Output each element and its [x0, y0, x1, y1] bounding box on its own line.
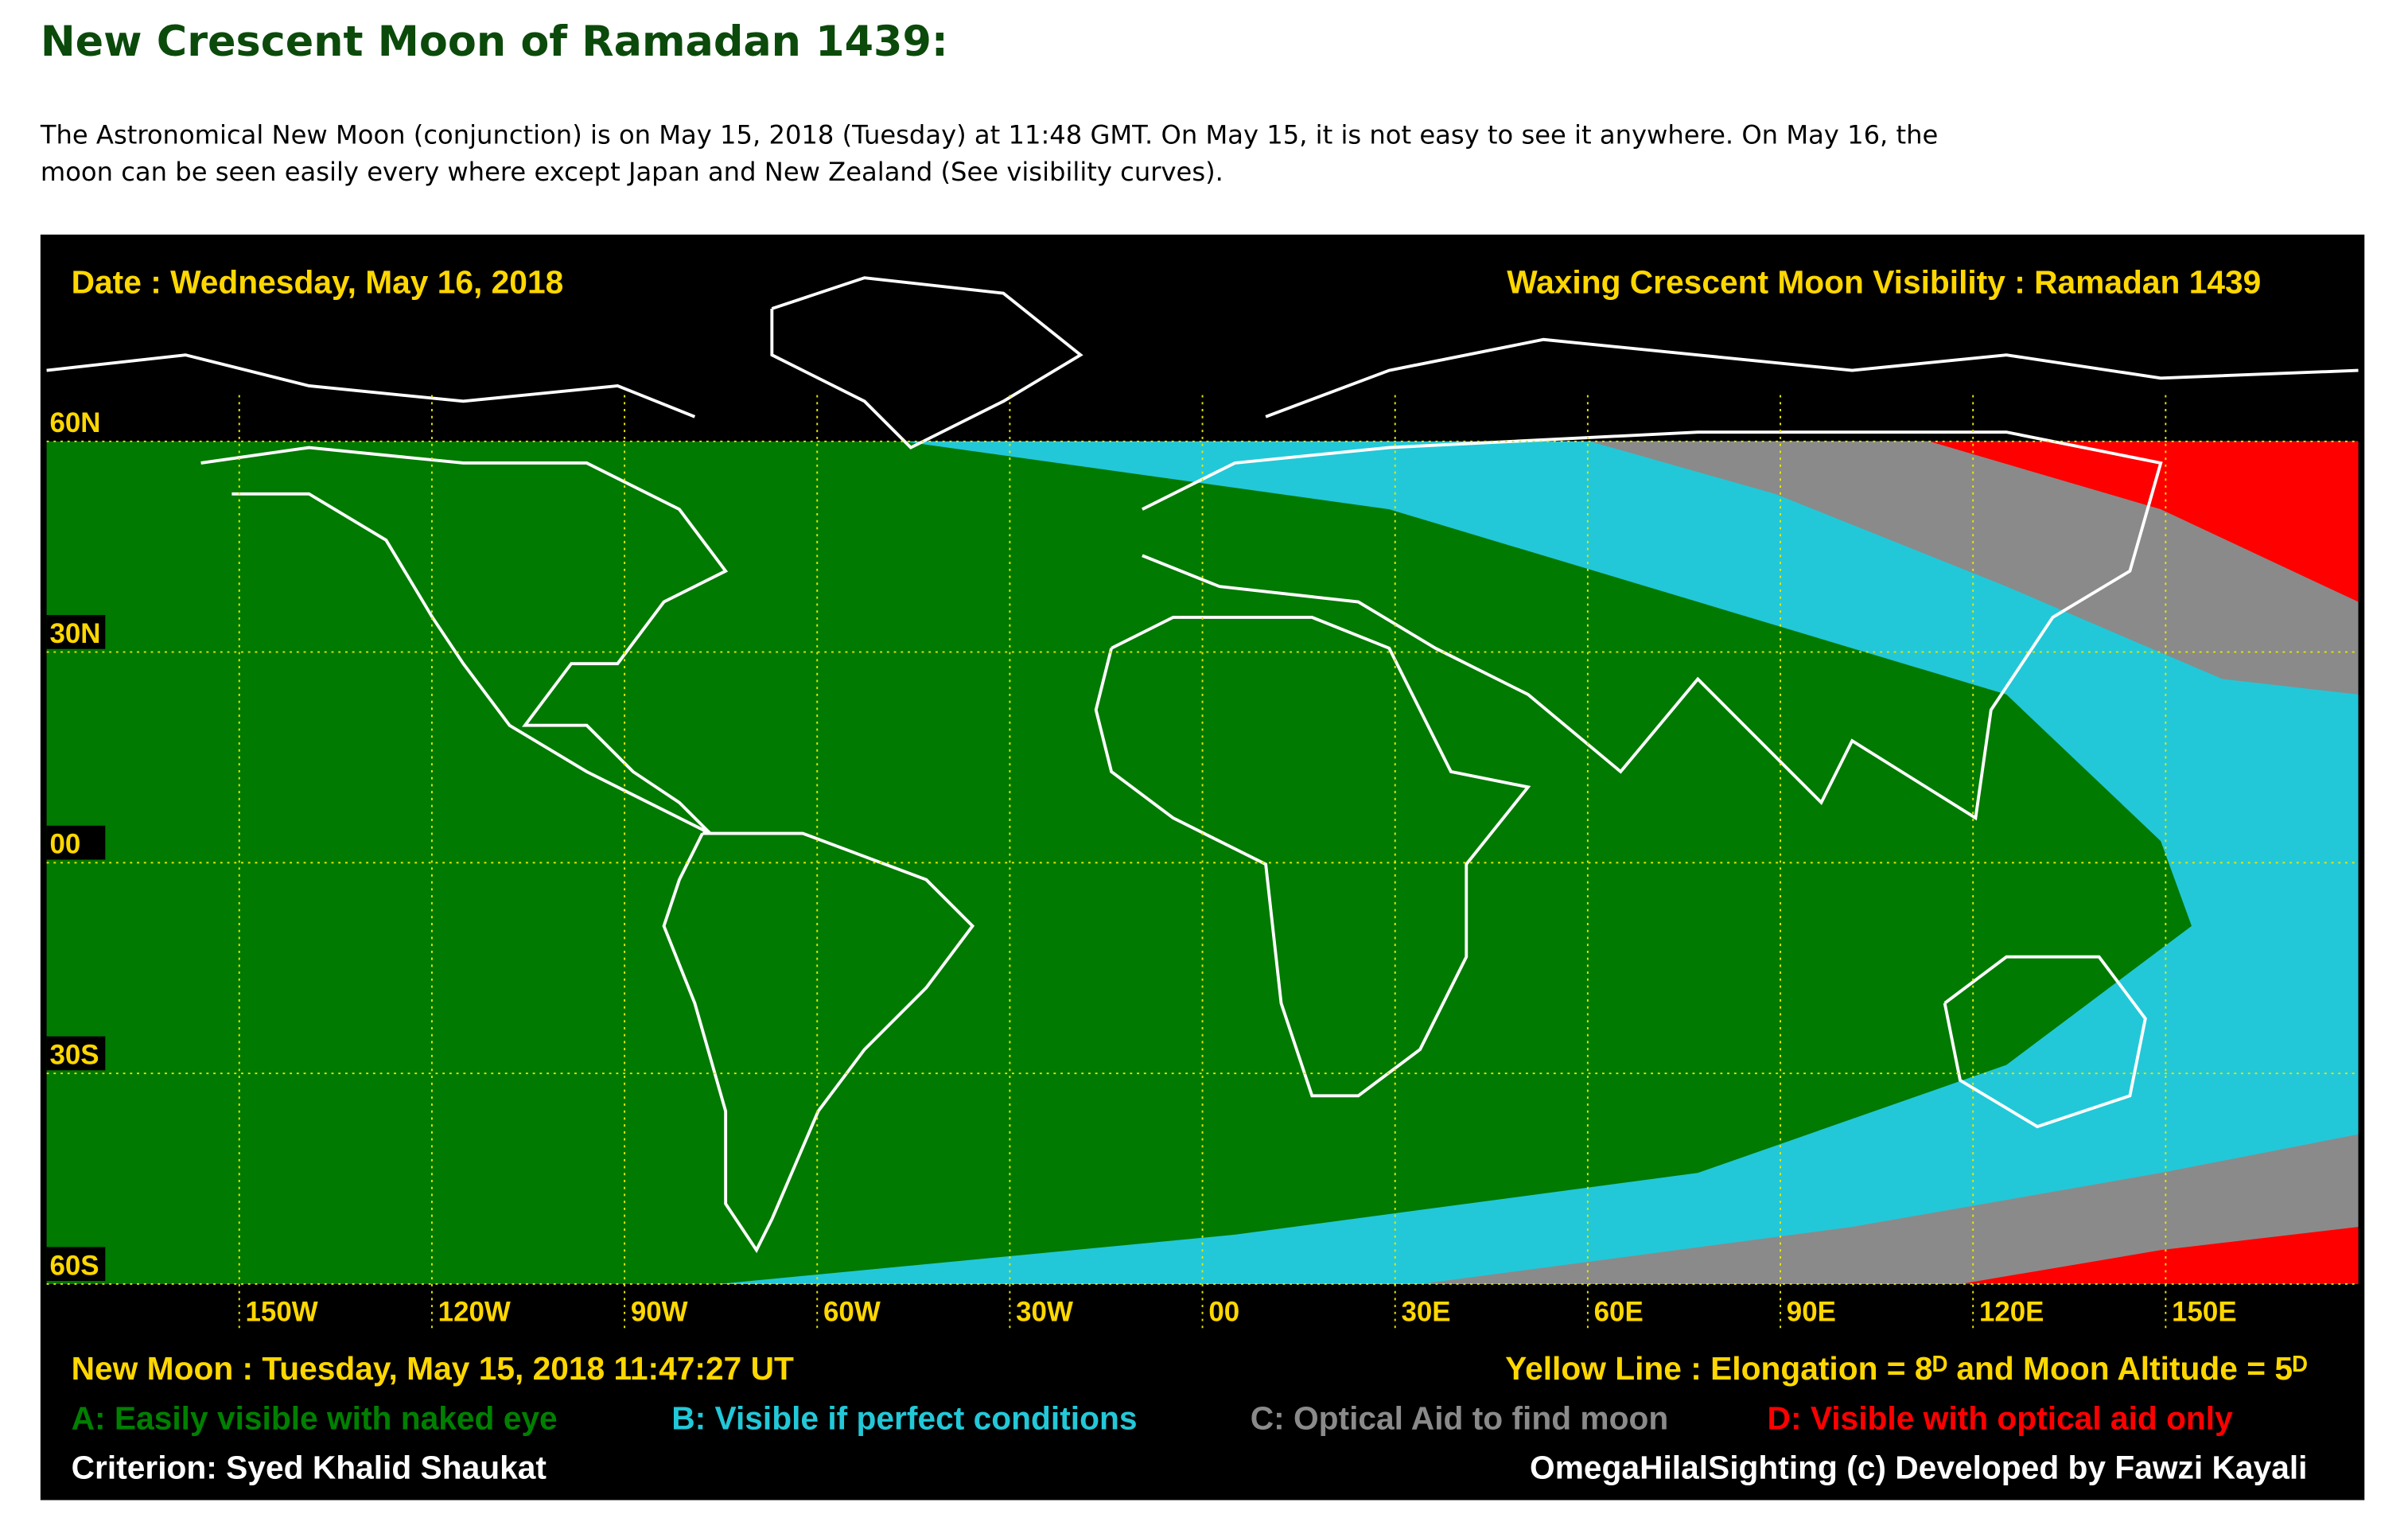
north-america	[200, 446, 729, 835]
map-date: Date : Wednesday, May 16, 2018	[72, 264, 564, 301]
lat-label-bg	[46, 1247, 106, 1282]
lon-label: 90E	[1787, 1297, 1836, 1328]
arctic-coast	[46, 353, 696, 418]
lon-label: 60W	[823, 1297, 881, 1328]
coastlines	[46, 276, 2359, 1254]
lon-label: 30W	[1016, 1297, 1073, 1328]
australia	[1943, 955, 2147, 1129]
lat-label: 30N	[49, 618, 100, 649]
lon-label: 120E	[1979, 1297, 2044, 1328]
lat-label-bg	[46, 825, 106, 860]
new-moon: New Moon : Tuesday, May 15, 2018 11:47:2…	[72, 1350, 794, 1387]
lat-label-bg	[46, 615, 106, 649]
zone-d	[1929, 441, 2359, 602]
legend-item: C: Optical Aid to find moon	[1251, 1399, 1669, 1436]
africa	[1094, 616, 1531, 1098]
south-america	[662, 831, 975, 1254]
lon-label: 150E	[2172, 1297, 2237, 1328]
lat-label: 60N	[49, 407, 100, 438]
eurasia	[1142, 430, 2163, 821]
legend-item: B: Visible if perfect conditions	[671, 1399, 1137, 1436]
zone-d	[1960, 1227, 2359, 1284]
map-title: Waxing Crescent Moon Visibility : Ramada…	[1507, 264, 2261, 301]
arctic-coast	[1265, 337, 2359, 418]
zone-b	[718, 441, 2359, 1284]
paragraph-line: The Astronomical New Moon (conjunction) …	[40, 119, 1939, 150]
credit: OmegaHilalSighting (c) Developed by Fawz…	[1530, 1449, 2307, 1485]
criterion: Criterion: Syed Khalid Shaukat	[72, 1449, 547, 1485]
legend-item: A: Easily visible with naked eye	[72, 1399, 558, 1436]
lat-label: 30S	[49, 1040, 99, 1071]
lat-label-bg	[46, 1036, 106, 1071]
paragraph-line: moon can be seen easily every where exce…	[41, 157, 1223, 187]
greenland	[770, 276, 1083, 450]
legend-item: D: Visible with optical aid only	[1768, 1399, 2234, 1436]
lat-label: 00	[49, 829, 80, 860]
zone-c	[1420, 1134, 2359, 1284]
lon-label: 30E	[1401, 1297, 1450, 1328]
lat-label-bg	[46, 404, 106, 438]
page-title: New Crescent Moon of Ramadan 1439:	[41, 18, 948, 66]
lon-label: 00	[1208, 1297, 1239, 1328]
lon-label: 60E	[1594, 1297, 1644, 1328]
yellow-line-note: Yellow Line : Elongation = 8ᴰ and Moon A…	[1505, 1350, 2307, 1387]
lat-label: 60S	[49, 1250, 99, 1281]
lon-label: 150W	[246, 1297, 318, 1328]
lon-label: 90W	[631, 1297, 688, 1328]
lon-label: 120W	[438, 1297, 511, 1328]
graticule: 60N 30N 00 30S 60S 150W 120W 90W 60W 30W 00 30E 60E 9…	[46, 395, 2359, 1331]
